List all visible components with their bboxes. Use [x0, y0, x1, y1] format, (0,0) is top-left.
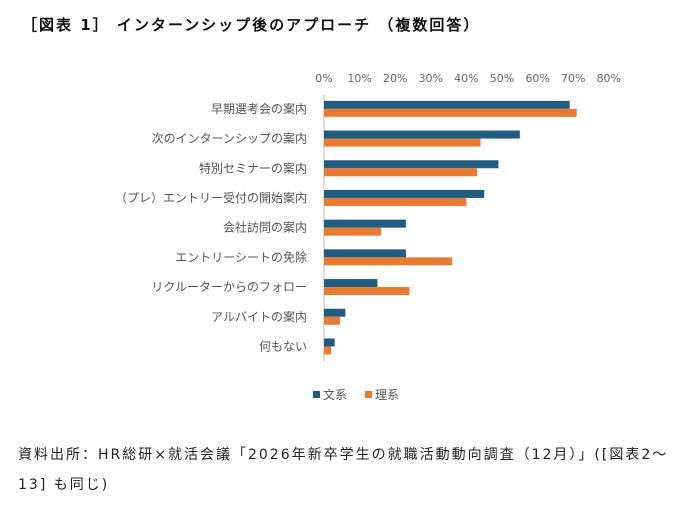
bar-series-2 [324, 316, 341, 325]
category-label: 早期選考会の案内 [211, 101, 307, 116]
category-label: （プレ）エントリー受付の開始案内 [115, 190, 307, 205]
chart-title: ［図表 1］ インターンシップ後のアプローチ （複数回答） [22, 16, 481, 34]
bar-series-1 [324, 219, 406, 228]
bar-series-1 [324, 130, 520, 139]
bar-series-2 [324, 197, 467, 206]
legend-swatch [313, 391, 320, 398]
bar-series-1 [324, 160, 499, 169]
bar-series-1 [324, 338, 335, 347]
x-tick-label: 10% [347, 72, 371, 85]
bar-series-2 [324, 257, 453, 266]
bar-series-1 [324, 308, 346, 317]
bar-series-1 [324, 249, 406, 258]
legend-label: 理系 [375, 388, 399, 402]
x-tick-labels: 0% 10% 20% 30% 40% 50% 60% 70% 80% [315, 72, 621, 85]
bar-series-2 [324, 227, 381, 236]
legend: 文系 理系 [313, 387, 399, 402]
bar-chart: 0% 10% 20% 30% 40% 50% 60% 70% 80% 早期選考会の案内次のインタ… [115, 72, 621, 402]
x-tick-label: 50% [490, 72, 514, 85]
legend-swatch [365, 391, 372, 398]
x-tick-label: 40% [454, 72, 478, 85]
bars [324, 100, 577, 355]
legend-label: 文系 [323, 387, 347, 402]
bar-series-1 [324, 279, 378, 288]
bar-series-2 [324, 346, 332, 355]
category-label: リクルーターからのフォロー [151, 280, 307, 294]
x-tick-label: 20% [383, 72, 407, 85]
source-note: 資料出所：HR総研×就活会議「2026年新卒学生の就職活動動向調査（12月）」(… [18, 447, 669, 493]
bar-series-1 [324, 189, 485, 198]
category-label: 特別セミナーの案内 [199, 160, 307, 175]
bar-series-2 [324, 287, 410, 296]
x-tick-label: 0% [315, 72, 332, 85]
bar-series-2 [324, 108, 577, 117]
bar-series-2 [324, 168, 478, 177]
x-tick-label: 60% [525, 72, 549, 85]
bar-series-2 [324, 138, 481, 147]
x-tick-label: 70% [561, 72, 585, 85]
category-label: エントリーシートの免除 [175, 249, 307, 264]
category-label: 会社訪問の案内 [223, 220, 307, 235]
bar-series-1 [324, 100, 570, 109]
category-label: 次のインターンシップの案内 [152, 131, 307, 146]
x-tick-label: 30% [419, 72, 443, 85]
category-label: 何もない [259, 339, 307, 353]
x-tick-label: 80% [597, 72, 621, 85]
category-label: アルバイトの案内 [211, 309, 307, 324]
